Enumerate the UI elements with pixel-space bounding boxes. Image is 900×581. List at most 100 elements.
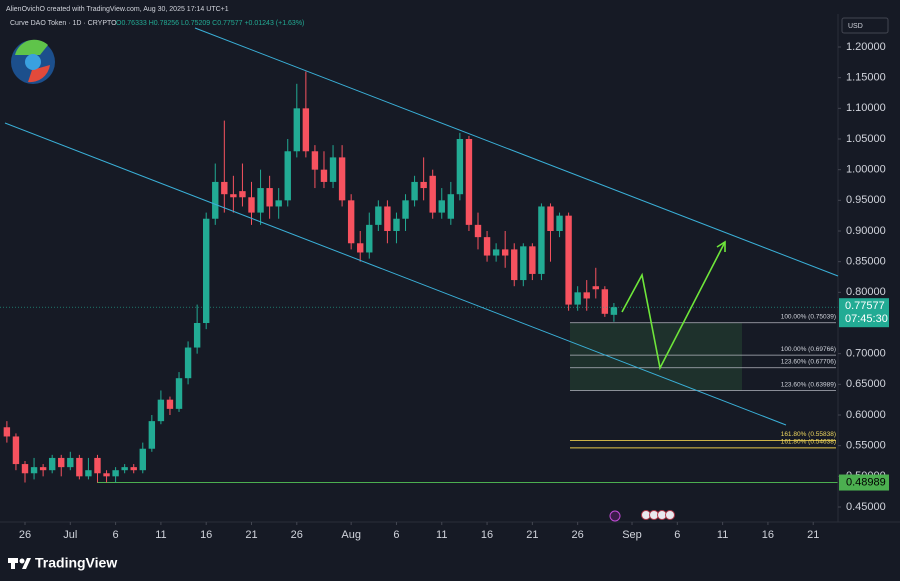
candle-body bbox=[3, 427, 11, 437]
candle-body bbox=[311, 151, 319, 170]
candle-body bbox=[438, 200, 445, 213]
candle-body bbox=[94, 457, 101, 474]
candle-body bbox=[547, 206, 554, 231]
candle-body bbox=[39, 467, 47, 471]
candle-body bbox=[148, 421, 156, 449]
fib-ext-label: 161.80% (0.55838) bbox=[781, 431, 836, 438]
candle-body bbox=[67, 457, 74, 468]
y-tick-label: 0.45000 bbox=[846, 501, 886, 513]
candle-body bbox=[103, 473, 110, 477]
candle-body bbox=[157, 399, 165, 422]
support-tag bbox=[839, 474, 889, 491]
y-tick-label: 0.80000 bbox=[846, 286, 886, 298]
candle-body bbox=[12, 436, 20, 465]
candle-body bbox=[112, 470, 119, 477]
x-tick-label: 26 bbox=[572, 529, 584, 541]
candle-body bbox=[21, 464, 29, 474]
fib-ext-label: 161.80% (0.54638) bbox=[781, 439, 836, 446]
candle-body bbox=[429, 175, 436, 213]
x-tick-label: 6 bbox=[674, 529, 680, 541]
candle-body bbox=[501, 249, 509, 256]
plot-area: 100.00% (0.75039) 100.00% (0.69766) 123.60… bbox=[0, 71, 838, 484]
candle-body bbox=[175, 378, 183, 409]
candle-body bbox=[538, 206, 545, 274]
y-tick-label: 0.70000 bbox=[846, 348, 886, 360]
x-tick-label: 11 bbox=[155, 529, 166, 541]
candle-body bbox=[76, 457, 83, 477]
symbol-title: Curve DAO Token · 1D · CRYPTO bbox=[10, 20, 117, 27]
fib-zone bbox=[570, 322, 742, 391]
channel-upper bbox=[194, 27, 839, 277]
y-tick-label: 1.05000 bbox=[846, 133, 886, 145]
candle-body bbox=[184, 347, 192, 379]
x-tick-label: Jul bbox=[63, 529, 77, 541]
x-tick-label: 11 bbox=[717, 529, 728, 541]
y-tick-label: 0.60000 bbox=[846, 409, 886, 421]
y-tick-label: 0.90000 bbox=[846, 225, 886, 237]
candle-body bbox=[203, 218, 210, 323]
arrow-head bbox=[716, 240, 726, 252]
candle-body bbox=[511, 249, 518, 281]
candle-body bbox=[266, 188, 273, 207]
x-tick-label: 21 bbox=[526, 529, 538, 541]
support-label: 0.48989 bbox=[846, 476, 886, 488]
candle-body bbox=[293, 108, 300, 152]
candle-body bbox=[58, 457, 65, 468]
y-tick-label: 1.20000 bbox=[846, 41, 886, 53]
candle-body bbox=[420, 181, 427, 189]
candle-body bbox=[366, 224, 373, 253]
x-tick-label: 16 bbox=[481, 529, 493, 541]
candle-body bbox=[456, 139, 464, 195]
x-tick-label: 16 bbox=[762, 529, 774, 541]
y-tick-label: 1.00000 bbox=[846, 164, 886, 176]
x-tick-label: Aug bbox=[341, 529, 361, 541]
channel-lower bbox=[4, 122, 787, 426]
candle-body bbox=[520, 246, 527, 281]
x-tick-label: 26 bbox=[291, 529, 303, 541]
candle-body bbox=[284, 151, 291, 201]
candle-body bbox=[48, 457, 56, 471]
candle-body bbox=[230, 194, 237, 198]
candle-body bbox=[139, 448, 146, 471]
x-tick-label: Sep bbox=[622, 529, 642, 541]
x-tick-label: 11 bbox=[436, 529, 447, 541]
candle-body bbox=[393, 218, 400, 231]
candle-body bbox=[384, 206, 391, 231]
candle-body bbox=[492, 249, 500, 256]
x-tick-label: 26 bbox=[19, 529, 31, 541]
fib-label: 123.60% (0.67706) bbox=[781, 358, 836, 365]
candle-body bbox=[447, 194, 455, 219]
currency-box bbox=[841, 17, 889, 34]
candle-body bbox=[610, 307, 618, 315]
currency: USD bbox=[848, 23, 863, 30]
fib-label: 100.00% (0.75039) bbox=[781, 313, 836, 320]
candle-body bbox=[357, 243, 364, 253]
last-price-label: 0.77577 bbox=[845, 300, 885, 312]
candle-body bbox=[375, 206, 382, 225]
candle-body bbox=[239, 191, 246, 198]
candle-body bbox=[347, 200, 355, 244]
last-price-tag bbox=[839, 298, 889, 328]
candle-body bbox=[85, 470, 92, 477]
projection-arrow bbox=[621, 241, 726, 371]
candle-body bbox=[193, 323, 201, 348]
candle-body bbox=[166, 399, 174, 409]
candle-body bbox=[465, 139, 473, 225]
x-tick-label: 6 bbox=[113, 529, 119, 541]
candle-body bbox=[574, 292, 581, 305]
candle-body bbox=[121, 467, 128, 471]
candle-body bbox=[302, 108, 310, 152]
candle-body bbox=[257, 188, 264, 213]
candle-body bbox=[130, 467, 137, 471]
watermark: AlienOvichO created with TradingView.com… bbox=[6, 6, 229, 13]
brand: TradingView bbox=[35, 555, 117, 571]
y-tick-label: 1.10000 bbox=[846, 102, 886, 114]
logo bbox=[11, 39, 55, 84]
y-tick-label: 0.85000 bbox=[846, 256, 886, 268]
candle-body bbox=[248, 197, 255, 213]
x-tick-label: 16 bbox=[200, 529, 212, 541]
candle-body bbox=[583, 292, 590, 299]
candle-body bbox=[556, 215, 563, 231]
